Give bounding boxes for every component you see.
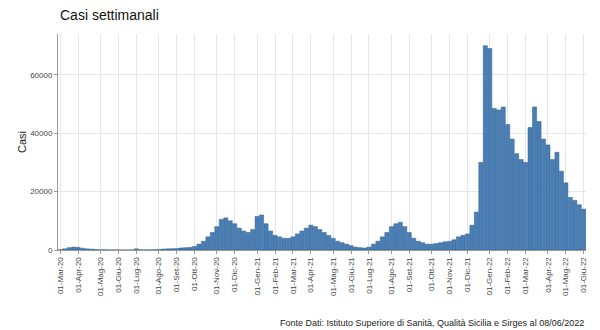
svg-text:01-Ago-20: 01-Ago-20	[154, 257, 163, 295]
svg-text:01-Giu-22: 01-Giu-22	[579, 257, 588, 293]
svg-text:01-Lug-21: 01-Lug-21	[365, 257, 374, 294]
svg-text:01-Set-21: 01-Set-21	[405, 257, 414, 293]
svg-text:01-Mag-22: 01-Mag-22	[561, 257, 570, 296]
svg-text:01-Mag-21: 01-Mag-21	[329, 257, 338, 296]
svg-text:01-Mar-21: 01-Mar-21	[289, 257, 298, 294]
svg-text:01-Mar-20: 01-Mar-20	[56, 257, 65, 294]
svg-text:01-Dic-20: 01-Dic-20	[230, 257, 239, 292]
svg-text:01-Giu-21: 01-Giu-21	[347, 257, 356, 293]
svg-text:Casi settimanali: Casi settimanali	[60, 7, 159, 23]
svg-text:01-Apr-21: 01-Apr-21	[306, 257, 315, 293]
svg-text:01-Feb-21: 01-Feb-21	[271, 257, 280, 294]
svg-text:60000: 60000	[30, 71, 53, 80]
svg-text:Fonte Dati: Istituto Superiore: Fonte Dati: Istituto Superiore di Sanità…	[280, 318, 584, 328]
svg-text:20000: 20000	[30, 187, 53, 196]
svg-text:01-Dic-21: 01-Dic-21	[463, 257, 472, 292]
svg-text:Casi: Casi	[16, 131, 28, 153]
svg-text:01-Feb-22: 01-Feb-22	[503, 257, 512, 294]
svg-text:01-Nov-20: 01-Nov-20	[212, 257, 221, 295]
svg-text:01-Apr-20: 01-Apr-20	[74, 257, 83, 293]
svg-text:01-Set-20: 01-Set-20	[172, 257, 181, 293]
svg-text:01-Ott-21: 01-Ott-21	[427, 257, 436, 291]
svg-text:40000: 40000	[30, 129, 53, 138]
svg-text:01-Gen-22: 01-Gen-22	[485, 257, 494, 296]
svg-text:01-Apr-22: 01-Apr-22	[544, 257, 553, 293]
svg-text:0: 0	[48, 246, 53, 255]
svg-text:01-Mag-20: 01-Mag-20	[96, 257, 105, 296]
svg-text:01-Giu-20: 01-Giu-20	[114, 257, 123, 293]
svg-text:01-Gen-21: 01-Gen-21	[253, 257, 262, 296]
svg-text:01-Mar-22: 01-Mar-22	[521, 257, 530, 294]
svg-text:01-Lug-20: 01-Lug-20	[132, 257, 141, 294]
svg-text:01-Ago-21: 01-Ago-21	[387, 257, 396, 295]
svg-text:01-Ott-20: 01-Ott-20	[190, 257, 199, 291]
svg-text:01-Nov-21: 01-Nov-21	[445, 257, 454, 295]
